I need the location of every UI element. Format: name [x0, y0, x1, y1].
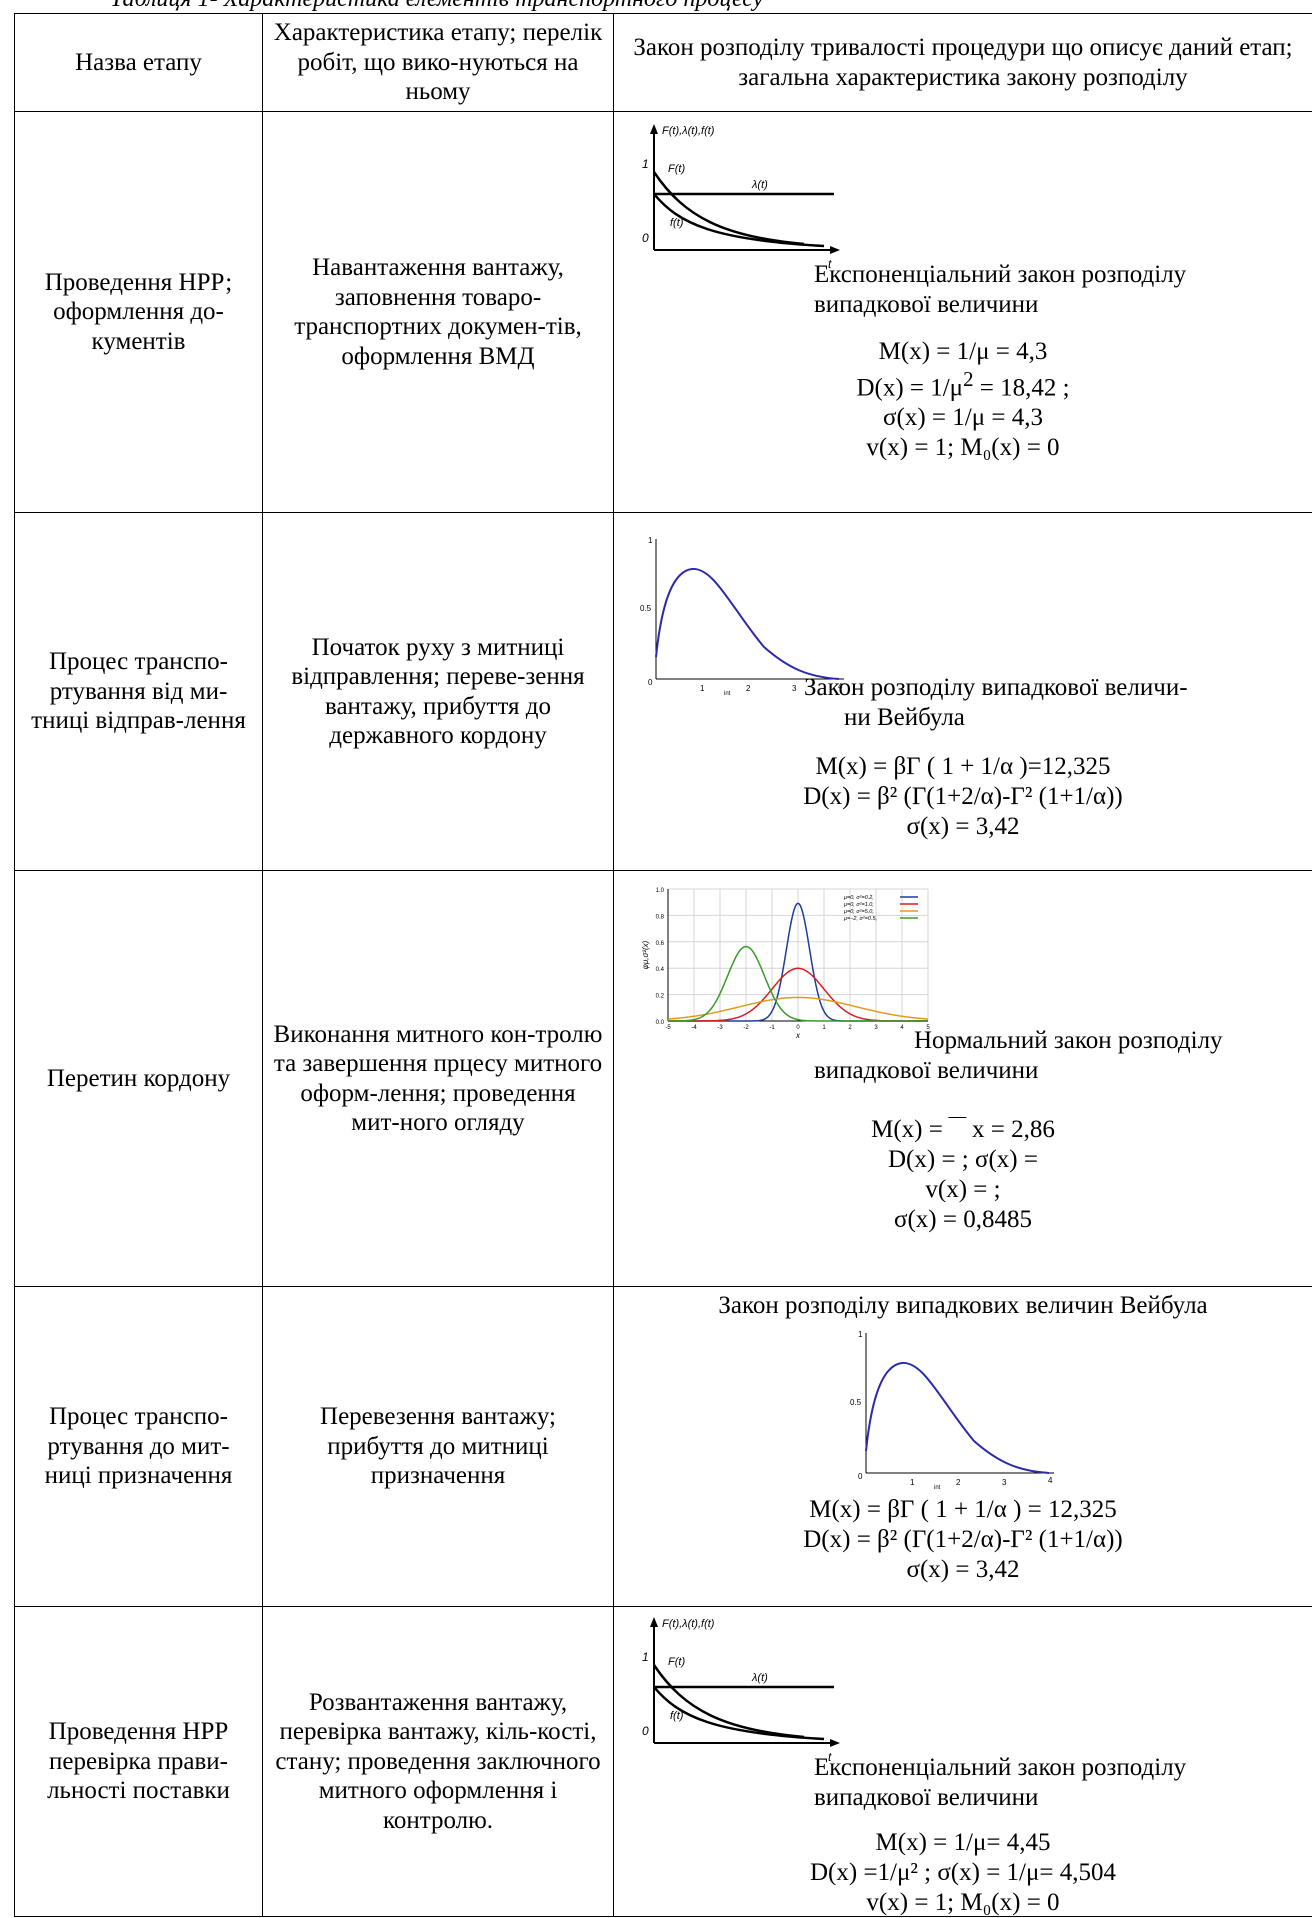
works-cell: Початок руху з митниці відправлення; пер…: [263, 513, 614, 871]
formula-mean: M(x) = βΓ ( 1 + 1/α ) = 12,325: [614, 1495, 1312, 1525]
stage-cell: Проведення НРР перевірка прави-льності п…: [15, 1607, 263, 1917]
law-name-cont: випадкової величини: [614, 1056, 1312, 1086]
table-row: Процес транспо-ртування від ми-тниці від…: [15, 513, 1312, 871]
normal-tick-y: 1.0: [656, 888, 665, 894]
exp-f-label: f(t): [670, 217, 684, 229]
formula-variation: v(x) = ;: [614, 1175, 1312, 1205]
works-cell: Перевезення вантажу; прибуття до митниці…: [263, 1287, 614, 1607]
normal-tick-y: 0.6: [656, 941, 665, 947]
normal-legend-entry: μ=0, σ²=1.0,: [843, 902, 874, 908]
law-name-cont: випадкової величини: [614, 1783, 1312, 1813]
law-cell: F(t),λ(t),f(t) F(t) λ(t) f(t) 1 0 t Експ…: [614, 112, 1312, 513]
exp-zero-label: 0: [642, 231, 649, 245]
weibull-tick-x: 2: [956, 1478, 961, 1487]
exp-ylabel: F(t),λ(t),f(t): [662, 1618, 715, 1630]
exponential-chart: F(t),λ(t),f(t) F(t) λ(t) f(t) 1 0 t: [634, 122, 844, 272]
stage-cell: Перетин кордону: [15, 871, 263, 1287]
exp-one-label: 1: [642, 1650, 649, 1664]
weibull-tick-y: 0: [858, 1472, 863, 1481]
table-row: Проведення НРР перевірка прави-льності п…: [15, 1607, 1312, 1917]
stage-cell: Процес транспо-ртування до мит-ниці приз…: [15, 1287, 263, 1607]
normal-legend-entry: μ=−2, σ²=0.5,: [843, 916, 877, 922]
formula-variance: D(x) = ; σ(x) =: [614, 1145, 1312, 1175]
table-row: Проведення НРР; оформлення до-кументів Н…: [15, 112, 1312, 513]
table-row: Процес транспо-ртування до мит-ниці приз…: [15, 1287, 1312, 1607]
exp-lambda-label: λ(t): [751, 1672, 768, 1684]
process-table: Назва етапу Характеристика етапу; перелі…: [14, 13, 1312, 1917]
formula-variance: D(x) = β² (Γ(1+2/α)-Γ² (1+1/α)): [614, 1525, 1312, 1555]
law-name: Закон розподілу випадкової величи-: [614, 673, 1312, 703]
weibull-tick-y: 1: [858, 1330, 863, 1339]
law-name: Нормальний закон розподілу: [614, 1026, 1312, 1056]
formula-stddev: σ(x) = 3,42: [614, 812, 1312, 842]
law-name-cont: випадкової величини: [614, 290, 1312, 320]
formula-mean: M(x) = 1/μ = 4,3: [614, 337, 1312, 367]
formula-mean: M(x) = ‾‾ x = 2,86: [614, 1115, 1312, 1145]
header-row: Назва етапу Характеристика етапу; перелі…: [15, 14, 1312, 112]
normal-tick-y: 0.4: [656, 967, 665, 973]
table-caption: Таблиця 1- Характеристика елементів тран…: [0, 0, 1312, 13]
table-row: Перетин кордону Виконання митного кон-тр…: [15, 871, 1312, 1287]
header-stage: Назва етапу: [15, 14, 263, 112]
law-cell: F(t),λ(t),f(t) F(t) λ(t) f(t) 1 0 t Експ…: [614, 1607, 1312, 1917]
exponential-chart: F(t),λ(t),f(t) F(t) λ(t) f(t) 1 0 t: [634, 1615, 844, 1765]
exp-F-label: F(t): [668, 163, 685, 175]
works-cell: Навантаження вантажу, заповнення товаро-…: [263, 112, 614, 513]
exp-f-label: f(t): [670, 1710, 684, 1722]
law-name: Експоненціальний закон розподілу: [614, 260, 1312, 290]
exp-ylabel: F(t),λ(t),f(t): [662, 125, 715, 137]
normal-legend-entry: μ=0, σ²=5.0,: [843, 909, 874, 915]
weibull-xlabel: int: [934, 1485, 941, 1491]
law-name-cont: ни Вейбула: [614, 703, 1312, 733]
weibull-tick-x: 4: [1048, 1476, 1053, 1485]
weibull-tick-y: 0.5: [640, 604, 652, 613]
works-cell: Розвантаження вантажу, перевірка вантажу…: [263, 1607, 614, 1917]
formula-stddev: σ(x) = 1/μ = 4,3: [614, 403, 1312, 433]
law-name: Експоненціальний закон розподілу: [614, 1753, 1312, 1783]
law-cell: 1 0.5 0 1 2 3 4 int Закон розподілу випа…: [614, 513, 1312, 871]
law-cell: Закон розподілу випадкових величин Вейбу…: [614, 1287, 1312, 1607]
weibull-tick-x: 3: [1002, 1478, 1007, 1487]
normal-tick-y: 0.2: [656, 994, 665, 1000]
normal-tick-y: 0.8: [656, 914, 665, 920]
formula-variation: v(x) = 1; M₀(x) = 0: [614, 1888, 1312, 1918]
formula-variance: D(x) = 1/μ2 = 18,42 ;: [614, 367, 1312, 403]
exp-one-label: 1: [642, 157, 649, 171]
law-name: Закон розподілу випадкових величин Вейбу…: [614, 1291, 1312, 1321]
exp-F-label: F(t): [668, 1656, 685, 1668]
normal-legend-entry: μ=0, σ²=0.2,: [843, 895, 874, 901]
stage-cell: Проведення НРР; оформлення до-кументів: [15, 112, 263, 513]
formula-variance: D(x) = β² (Γ(1+2/α)-Γ² (1+1/α)): [614, 782, 1312, 812]
exp-lambda-label: λ(t): [751, 179, 768, 191]
formula-variation: v(x) = 1; M₀(x) = 0: [614, 433, 1312, 463]
works-cell: Виконання митного кон-тролю та завершенн…: [263, 871, 614, 1287]
header-law: Закон розподілу тривалості процедури що …: [614, 14, 1312, 112]
formula-stddev: σ(x) = 0,8485: [614, 1205, 1312, 1235]
weibull-tick-x: 1: [910, 1478, 915, 1487]
exp-zero-label: 0: [642, 1724, 649, 1738]
formula-mean: M(x) = βΓ ( 1 + 1/α )=12,325: [614, 752, 1312, 782]
weibull-tick-y: 1: [648, 536, 653, 545]
weibull-chart: 1 0.5 0 1 2 3 4 int: [844, 1323, 1064, 1493]
stage-cell: Процес транспо-ртування від ми-тниці від…: [15, 513, 263, 871]
header-works: Характеристика етапу; перелік робіт, що …: [263, 14, 614, 112]
weibull-tick-y: 0.5: [850, 1398, 862, 1407]
formula-stddev: σ(x) = 3,42: [614, 1555, 1312, 1585]
formula-variance: D(x) =1/μ² ; σ(x) = 1/μ= 4,504: [614, 1858, 1312, 1888]
formula-mean: M(x) = 1/μ= 4,45: [614, 1828, 1312, 1858]
normal-ylabel: φμ,σ²(x): [641, 940, 650, 969]
